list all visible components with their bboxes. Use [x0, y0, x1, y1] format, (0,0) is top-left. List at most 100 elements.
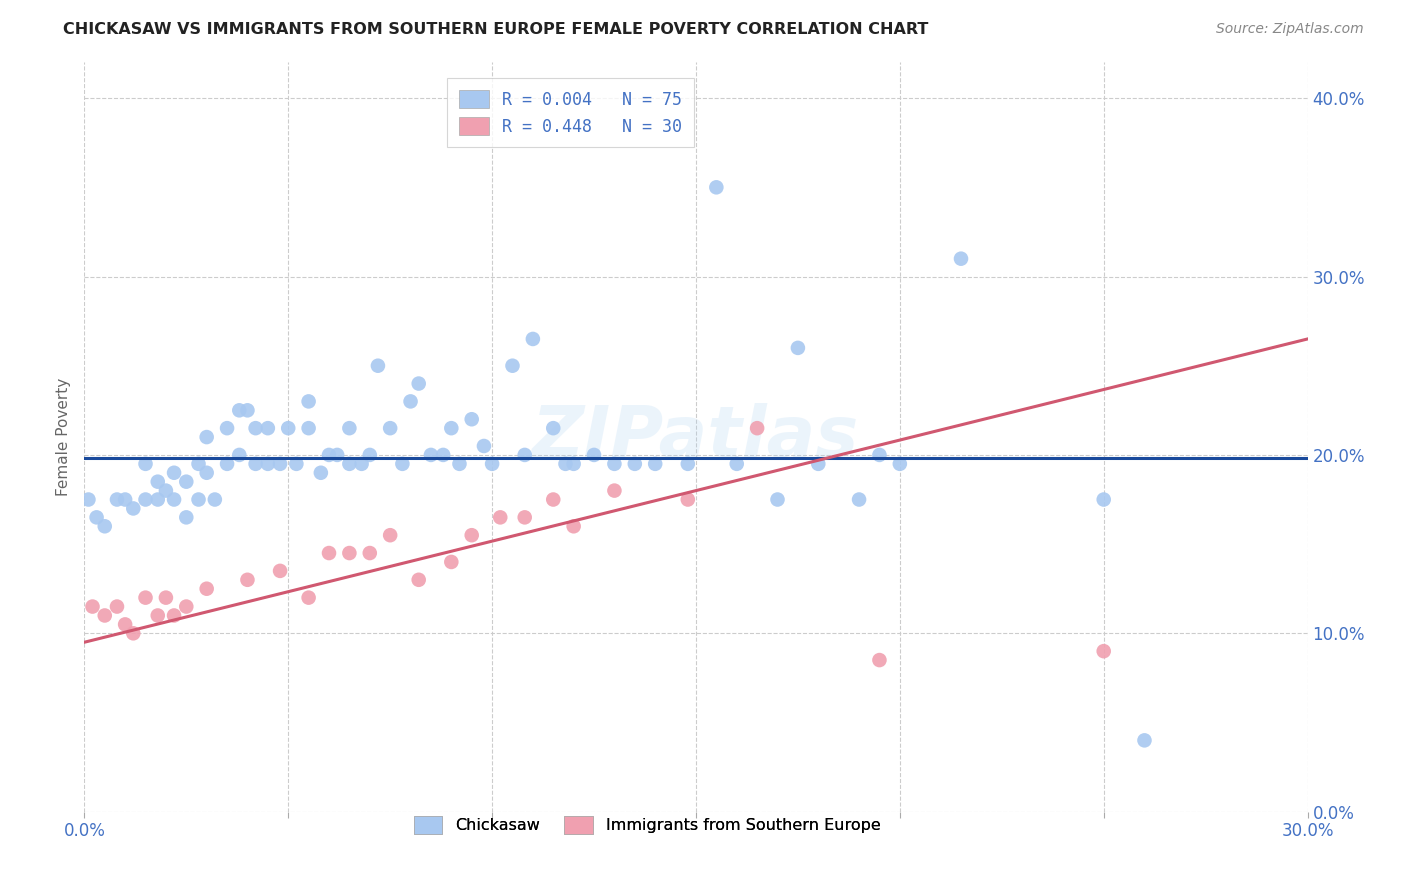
Point [766, 492, 789, 507]
Point [318, 448, 340, 462]
Point [135, 457, 157, 471]
Point [624, 457, 647, 471]
Point [245, 457, 267, 471]
Point [298, 394, 321, 409]
Point [257, 421, 280, 435]
Point [245, 421, 267, 435]
Point [257, 457, 280, 471]
Y-axis label: Female Poverty: Female Poverty [56, 378, 72, 496]
Point [603, 457, 626, 471]
Point [950, 252, 973, 266]
Point [408, 573, 430, 587]
Point [195, 466, 218, 480]
Point [122, 626, 145, 640]
Point [155, 591, 177, 605]
Point [174, 599, 197, 614]
Point [440, 555, 463, 569]
Point [380, 421, 402, 435]
Point [543, 421, 565, 435]
Point [163, 492, 186, 507]
Point [174, 510, 197, 524]
Point [163, 466, 186, 480]
Point [114, 492, 136, 507]
Point [350, 457, 373, 471]
Point [554, 457, 576, 471]
Point [105, 599, 128, 614]
Point [725, 457, 748, 471]
Point [82, 599, 104, 614]
Point [105, 492, 128, 507]
Point [787, 341, 810, 355]
Point [489, 510, 512, 524]
Point [204, 492, 226, 507]
Point [440, 421, 463, 435]
Point [277, 421, 299, 435]
Point [146, 492, 169, 507]
Point [326, 448, 349, 462]
Point [889, 457, 911, 471]
Point [146, 608, 169, 623]
Point [1092, 492, 1115, 507]
Point [513, 448, 536, 462]
Point [367, 359, 389, 373]
Point [93, 608, 115, 623]
Point [359, 448, 381, 462]
Point [502, 359, 524, 373]
Point [391, 457, 413, 471]
Point [807, 457, 830, 471]
Point [461, 528, 484, 542]
Point [195, 430, 218, 444]
Point [848, 492, 870, 507]
Point [603, 483, 626, 498]
Point [380, 528, 402, 542]
Point [236, 403, 259, 417]
Point [285, 457, 308, 471]
Point [298, 421, 321, 435]
Point [298, 591, 321, 605]
Point [155, 483, 177, 498]
Point [543, 492, 565, 507]
Point [195, 582, 218, 596]
Point [676, 492, 699, 507]
Point [309, 466, 332, 480]
Point [869, 653, 891, 667]
Point [747, 421, 769, 435]
Point [269, 564, 291, 578]
Point [114, 617, 136, 632]
Point [217, 421, 239, 435]
Point [318, 546, 340, 560]
Point [93, 519, 115, 533]
Point [187, 457, 209, 471]
Point [163, 608, 186, 623]
Point [1092, 644, 1115, 658]
Point [1133, 733, 1156, 747]
Point [644, 457, 666, 471]
Point [706, 180, 728, 194]
Text: CHICKASAW VS IMMIGRANTS FROM SOUTHERN EUROPE FEMALE POVERTY CORRELATION CHART: CHICKASAW VS IMMIGRANTS FROM SOUTHERN EU… [63, 22, 928, 37]
Point [461, 412, 484, 426]
Text: Source: ZipAtlas.com: Source: ZipAtlas.com [1216, 22, 1364, 37]
Point [399, 394, 422, 409]
Point [174, 475, 197, 489]
Point [228, 448, 250, 462]
Point [359, 546, 381, 560]
Point [583, 448, 606, 462]
Text: ZIPatlas: ZIPatlas [533, 402, 859, 472]
Point [420, 448, 443, 462]
Point [481, 457, 503, 471]
Point [135, 492, 157, 507]
Point [339, 421, 361, 435]
Point [187, 492, 209, 507]
Point [339, 457, 361, 471]
Point [135, 591, 157, 605]
Point [676, 457, 699, 471]
Point [562, 519, 585, 533]
Point [522, 332, 544, 346]
Point [449, 457, 471, 471]
Point [408, 376, 430, 391]
Point [513, 510, 536, 524]
Point [146, 475, 169, 489]
Point [339, 546, 361, 560]
Point [562, 457, 585, 471]
Point [86, 510, 108, 524]
